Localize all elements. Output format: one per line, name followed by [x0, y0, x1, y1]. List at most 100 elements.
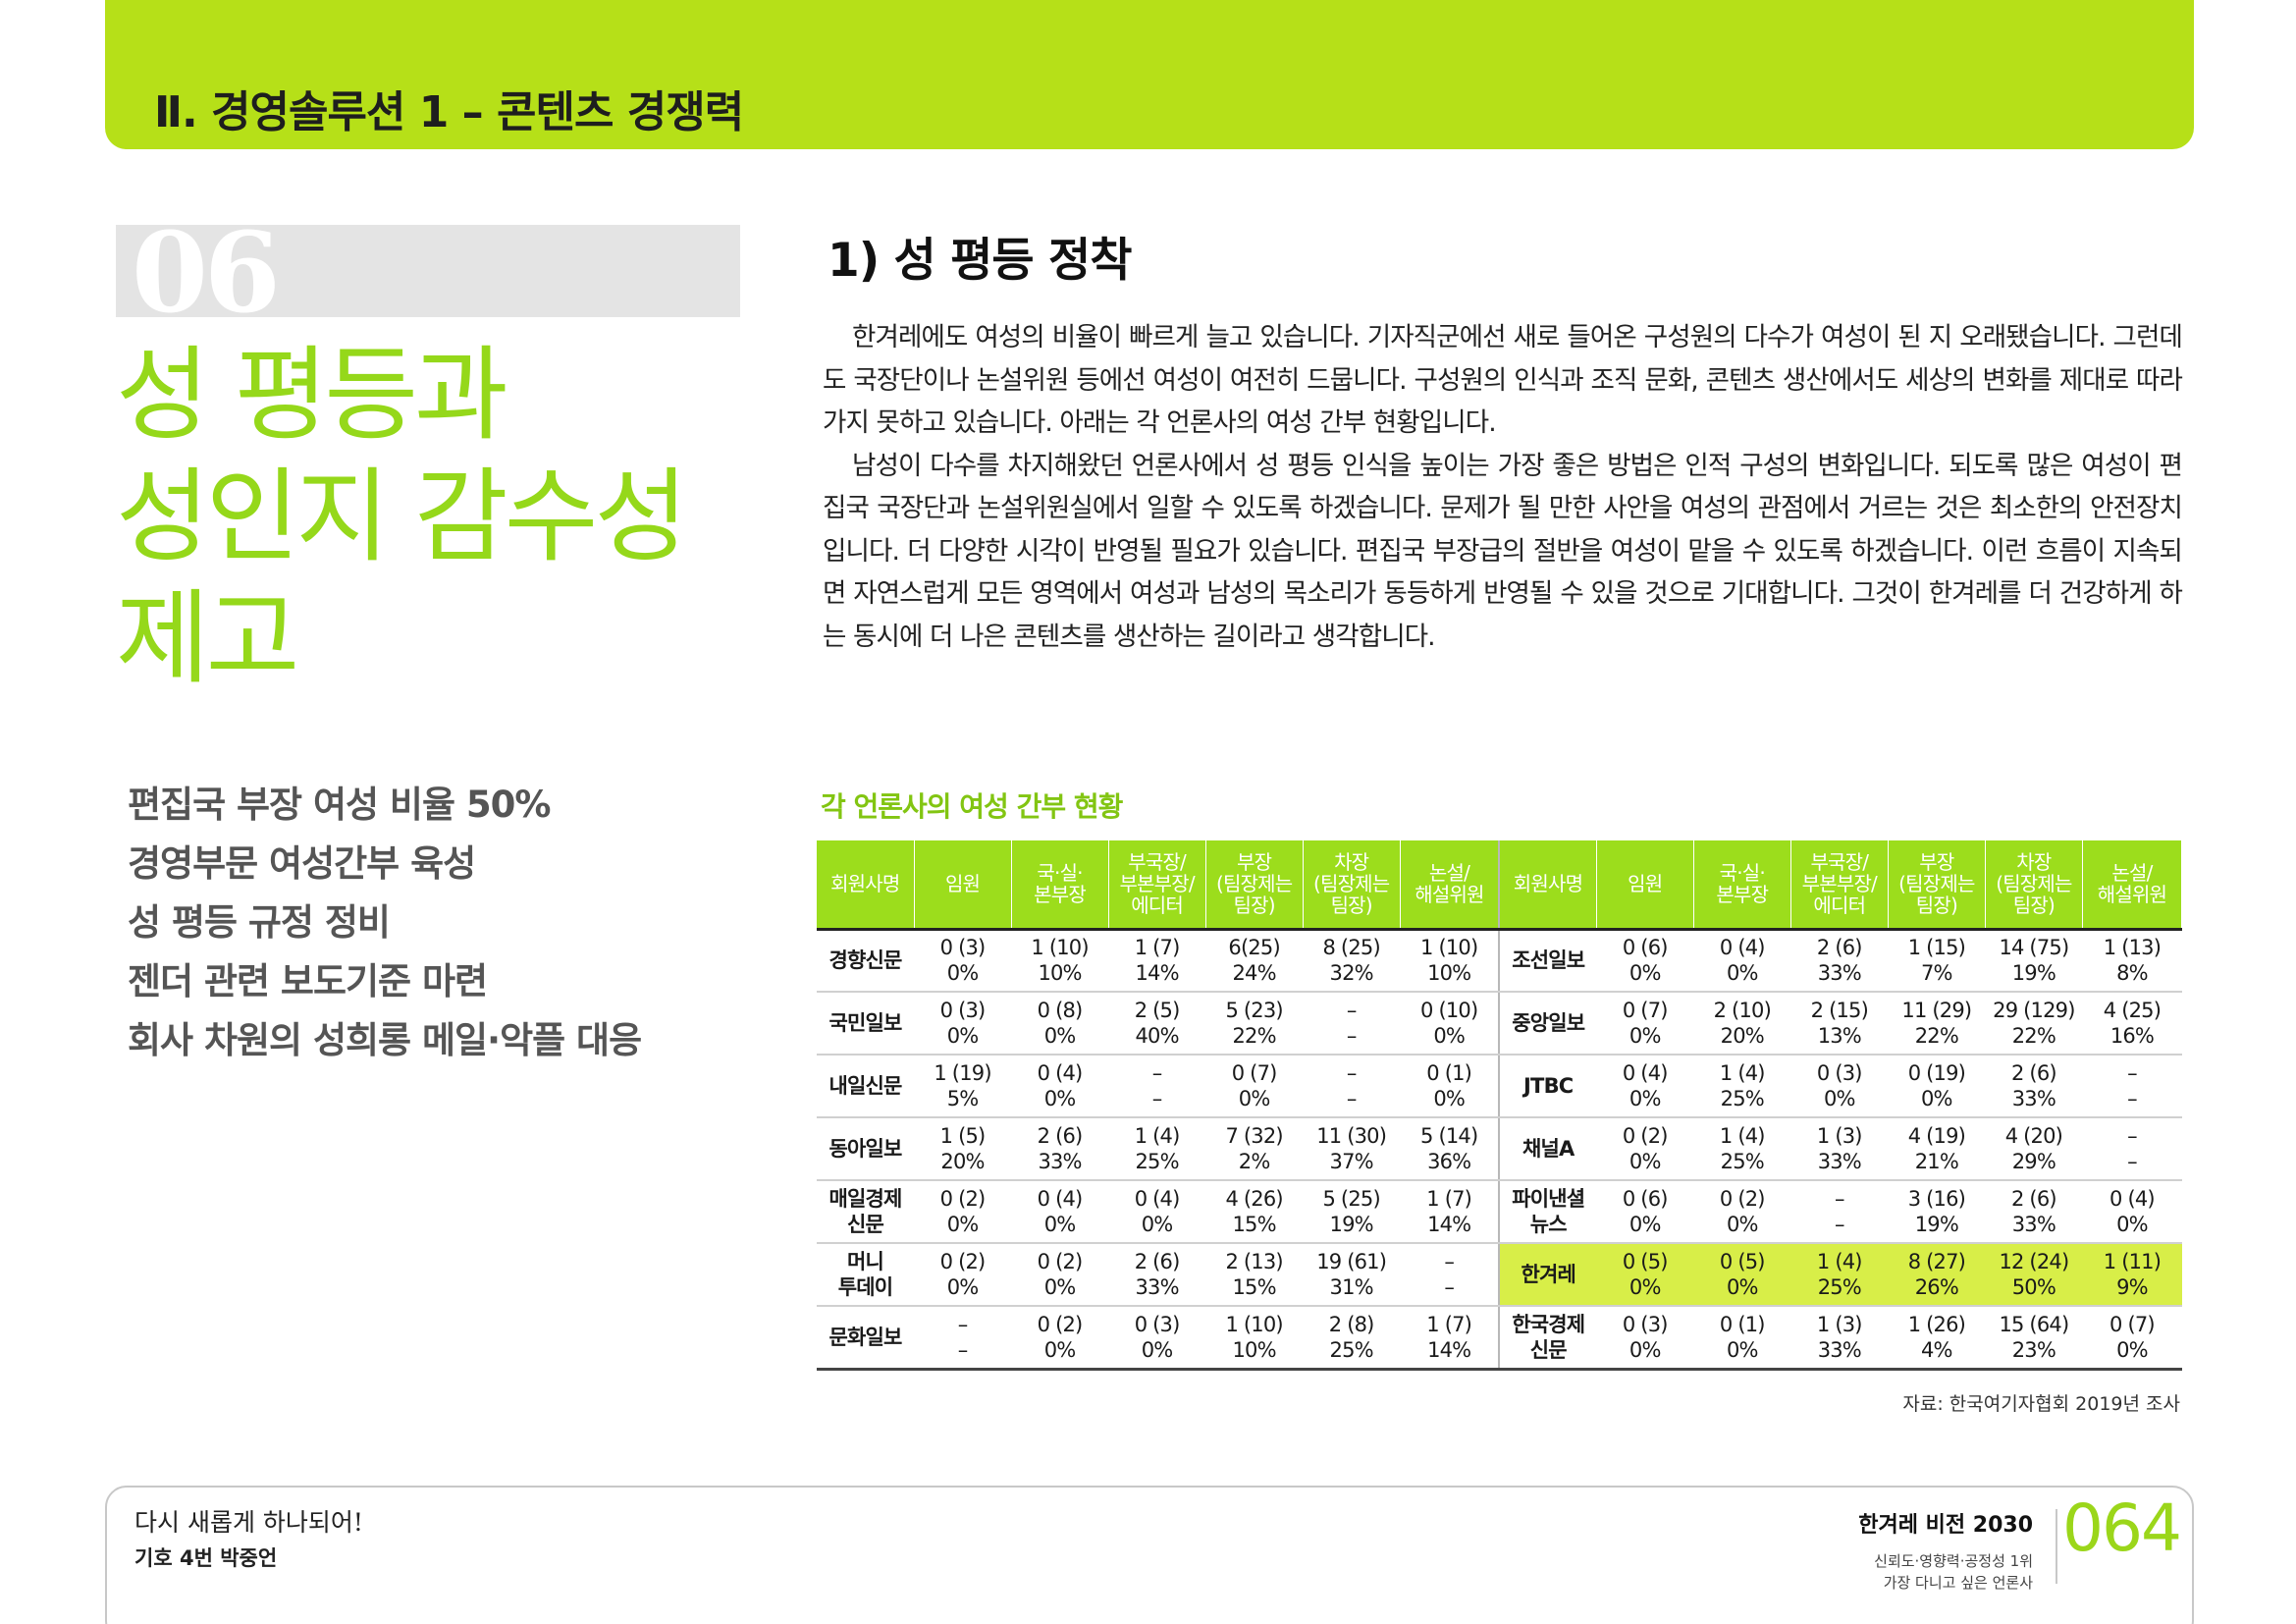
- data-cell: 1 (11) 9%: [2082, 1243, 2182, 1307]
- data-cell: 0 (3) 0%: [1108, 1306, 1206, 1371]
- count-value: 6(25): [1228, 936, 1280, 960]
- footer-author: 기호 4번 박중언: [134, 1546, 278, 1570]
- percent-value: 33%: [1817, 1150, 1862, 1173]
- count-value: 0 (4): [1719, 936, 1766, 960]
- org-name: 매일경제: [828, 1187, 902, 1211]
- percent-value: 19%: [1329, 1213, 1374, 1236]
- table-row: 내일신문 1 (19) 5% 0 (4) 0% – –0 (7) 0% – –0 (1) 0% JTB…: [817, 1055, 2182, 1118]
- org-name: 신문: [1529, 1337, 1568, 1362]
- count-value: 0 (7): [2109, 1312, 2156, 1336]
- count-value: 1 (5): [939, 1124, 987, 1148]
- percent-value: 13%: [1817, 1024, 1862, 1048]
- data-cell: 0 (3) 0%: [1790, 1055, 1889, 1118]
- percent-value: 22%: [1914, 1024, 1959, 1048]
- count-value: 1 (10): [1031, 936, 1089, 960]
- header-text: 부국장/: [1128, 850, 1187, 875]
- count-value: 0 (10): [1420, 999, 1478, 1022]
- percent-value: 0%: [1726, 1213, 1759, 1236]
- data-cell: 0 (2) 0%: [914, 1243, 1012, 1307]
- header-text: 임원: [944, 872, 981, 896]
- data-cell: 1 (10) 10%: [1011, 927, 1109, 993]
- data-cell: 29 (129) 22%: [1985, 992, 2083, 1056]
- percent-value: 25%: [1817, 1275, 1862, 1299]
- org-name-cell: 한국경제 신문: [1499, 1306, 1597, 1371]
- count-value: 0 (1): [1426, 1061, 1472, 1085]
- data-cell: 0 (10) 0%: [1400, 992, 1501, 1056]
- count-value: 1 (4): [1719, 1124, 1766, 1148]
- header-text: 본부장: [1716, 883, 1769, 907]
- data-cell: 0 (19) 0%: [1888, 1055, 1986, 1118]
- percent-value: 4%: [1921, 1337, 1953, 1362]
- percent-value: –: [1346, 1024, 1358, 1048]
- percent-value: 37%: [1329, 1150, 1374, 1173]
- data-cell: 1 (3) 33%: [1790, 1306, 1889, 1371]
- count-value: 0 (6): [1622, 936, 1669, 960]
- data-cell: 4 (19) 21%: [1888, 1117, 1986, 1181]
- count-value: 5 (25): [1322, 1187, 1381, 1211]
- count-value: –: [957, 1312, 969, 1336]
- highlight-list: 편집국 부장 여성 비율 50% 경영부문 여성간부 육성 성 평등 규정 정비…: [128, 776, 756, 1070]
- count-value: 14 (75): [1999, 936, 2069, 960]
- count-value: 4 (20): [2004, 1124, 2063, 1148]
- header-text: 논설/: [1428, 861, 1470, 886]
- page-number: 064: [2062, 1490, 2182, 1566]
- data-cell: – –: [1303, 1055, 1401, 1118]
- count-value: 0 (5): [1719, 1250, 1766, 1273]
- count-value: 2 (15): [1810, 999, 1869, 1022]
- count-value: 0 (4): [1037, 1187, 1084, 1211]
- table-header-cell: 논설/해설위원: [2082, 840, 2183, 929]
- count-value: 2 (8): [1328, 1312, 1375, 1336]
- org-name: 경향신문: [828, 948, 902, 973]
- count-value: 1 (10): [1225, 1312, 1283, 1336]
- data-cell: 0 (1) 0%: [1400, 1055, 1501, 1118]
- data-cell: 6(25) 24%: [1205, 927, 1304, 993]
- data-cell: 2 (6) 33%: [1790, 927, 1889, 993]
- header-title: Ⅱ. 경영솔루션 1 – 콘텐츠 경쟁력: [154, 87, 744, 137]
- percent-value: 21%: [1914, 1150, 1959, 1173]
- table-header-cell: 부국장/부본부장/에디터: [1790, 840, 1889, 929]
- data-cell: 0 (2) 0%: [1011, 1243, 1109, 1307]
- percent-value: 0%: [1433, 1024, 1466, 1048]
- org-name: 중앙일보: [1512, 1011, 1585, 1035]
- percent-value: 0%: [1141, 1337, 1174, 1362]
- count-value: 0 (2): [1622, 1124, 1669, 1148]
- org-name: 파이낸셜: [1512, 1187, 1585, 1211]
- count-value: 8 (25): [1322, 936, 1381, 960]
- count-value: 7 (32): [1225, 1124, 1283, 1148]
- percent-value: 0%: [1921, 1087, 1953, 1110]
- org-name-cell: 경향신문: [817, 927, 915, 993]
- count-value: –: [1444, 1250, 1455, 1273]
- org-name: 조선일보: [1512, 948, 1585, 973]
- org-name-cell: 매일경제 신문: [817, 1180, 915, 1244]
- org-name-cell: JTBC: [1499, 1055, 1597, 1118]
- section-heading: 1) 성 평등 정착: [828, 234, 1132, 288]
- header-text: (팀장제는: [1898, 872, 1975, 896]
- chapter-title-line: 제고: [116, 578, 299, 698]
- percent-value: 33%: [2011, 1213, 2056, 1236]
- percent-value: 31%: [1329, 1275, 1374, 1299]
- footer-vision: 한겨레 비전 2030: [1858, 1513, 2033, 1538]
- footer-tagline: 가장 다니고 싶은 언론사: [1883, 1574, 2033, 1592]
- data-cell: 2 (13) 15%: [1205, 1243, 1304, 1307]
- org-name-cell: 문화일보: [817, 1306, 915, 1371]
- percent-value: 0%: [2116, 1337, 2149, 1362]
- count-value: 0 (2): [1037, 1312, 1084, 1336]
- percent-value: 20%: [1720, 1024, 1765, 1048]
- org-name: 채널A: [1522, 1137, 1575, 1161]
- count-value: 0 (3): [1622, 1312, 1669, 1336]
- percent-value: 40%: [1135, 1024, 1179, 1048]
- count-value: 0 (2): [1037, 1250, 1084, 1273]
- org-name: 한겨레: [1521, 1263, 1576, 1286]
- count-value: 2 (6): [1134, 1250, 1181, 1273]
- data-cell: – –: [1303, 992, 1401, 1056]
- highlight-item: 회사 차원의 성희롱 메일·악플 대응: [128, 1019, 642, 1061]
- body-paragraph: 남성이 다수를 차지해왔던 언론사에서 성 평등 인식을 높이는 가장 좋은 방…: [823, 450, 2183, 652]
- data-cell: 1 (26) 4%: [1888, 1306, 1986, 1371]
- data-cell: 5 (23) 22%: [1205, 992, 1304, 1056]
- data-cell: 1 (10) 10%: [1205, 1306, 1304, 1371]
- data-cell: 2 (6) 33%: [1985, 1180, 2083, 1244]
- data-cell: 1 (3) 33%: [1790, 1117, 1889, 1181]
- data-cell: 0 (7) 0%: [1596, 992, 1694, 1056]
- percent-value: 0%: [1043, 1337, 1077, 1362]
- count-value: 1 (4): [1816, 1250, 1863, 1273]
